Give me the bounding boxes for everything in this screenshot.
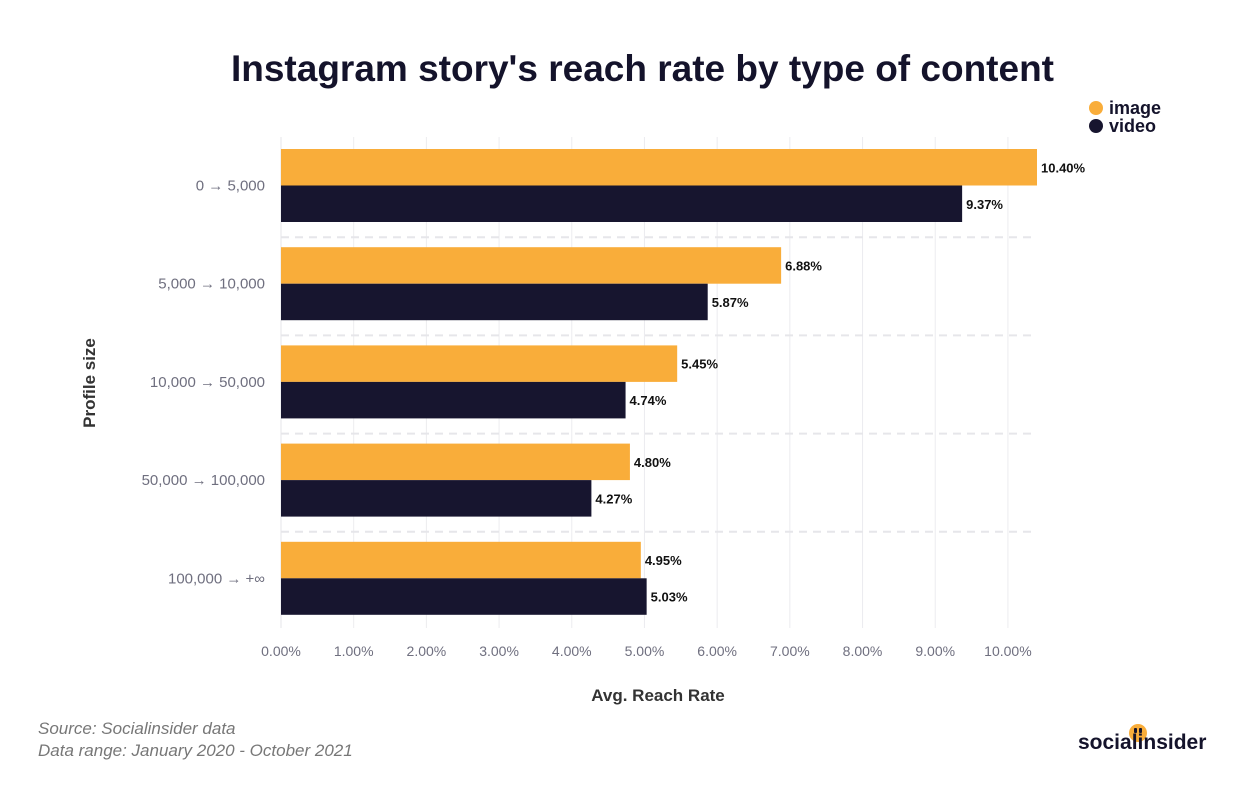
x-tick-labels: 0.00% 1.00% 2.00% 3.00% 4.00% 5.00% 6.00% 7.00%… xyxy=(261,643,1032,659)
bar-image xyxy=(281,247,782,284)
x-tick-label: 4.00% xyxy=(552,643,592,659)
data-label-image: 4.80% xyxy=(634,455,671,470)
x-tick-label: 10.00% xyxy=(984,643,1031,659)
data-label-image: 4.95% xyxy=(645,553,682,568)
data-label-video: 5.03% xyxy=(651,590,688,605)
x-axis-title: Avg. Reach Rate xyxy=(591,686,725,705)
x-tick-label: 6.00% xyxy=(697,643,737,659)
data-label-image: 10.40% xyxy=(1041,160,1086,175)
source-note: Source: Socialinsider data Data range: J… xyxy=(38,718,353,762)
bar-video xyxy=(281,381,626,419)
bar-video xyxy=(281,578,647,615)
brand-name: socialinsider xyxy=(1078,731,1207,754)
x-tick-label: 7.00% xyxy=(770,643,810,659)
bar-video xyxy=(281,283,708,321)
bar-image xyxy=(281,443,630,481)
x-tick-label: 0.00% xyxy=(261,643,301,659)
legend-label-video: video xyxy=(1109,116,1156,136)
data-label-image: 5.45% xyxy=(681,357,718,372)
data-range-text: Data range: January 2020 - October 2021 xyxy=(38,741,353,760)
brand-logo-icon xyxy=(1129,724,1147,742)
legend-swatch-image xyxy=(1089,101,1103,115)
bar-image xyxy=(281,149,1037,186)
bar-chart: 10.40% 9.37% 6.88% 5.87% 5.45% 4.74% 4.80% 4.27… xyxy=(80,98,1161,705)
category-label: 0 → 5,000 xyxy=(196,178,265,195)
bar-video xyxy=(281,185,963,222)
bar-image xyxy=(281,541,641,579)
legend-label-image: image xyxy=(1109,98,1161,118)
x-tick-label: 9.00% xyxy=(915,643,955,659)
x-tick-label: 3.00% xyxy=(479,643,519,659)
bar-image xyxy=(281,345,678,382)
source-text: Source: Socialinsider data xyxy=(38,719,236,738)
chart-title: Instagram story's reach rate by type of … xyxy=(230,48,1055,89)
legend-swatch-video xyxy=(1089,119,1103,133)
x-tick-label: 1.00% xyxy=(334,643,374,659)
data-label-image: 6.88% xyxy=(785,258,822,273)
category-labels: 0 → 5,000 5,000 → 10,000 10,000 → 50,000 50… xyxy=(142,178,266,588)
data-label-video: 9.37% xyxy=(966,197,1003,212)
category-label: 5,000 → 10,000 xyxy=(158,276,265,293)
data-label-video: 4.27% xyxy=(595,491,632,506)
x-tick-label: 8.00% xyxy=(843,643,883,659)
data-label-video: 5.87% xyxy=(712,295,749,310)
y-axis-title: Profile size xyxy=(80,338,99,428)
category-label: 100,000 → +∞ xyxy=(168,570,265,587)
category-label: 50,000 → 100,000 xyxy=(142,472,265,489)
category-label: 10,000 → 50,000 xyxy=(150,374,265,391)
x-tick-label: 5.00% xyxy=(625,643,665,659)
x-tick-label: 2.00% xyxy=(407,643,447,659)
data-label-video: 4.74% xyxy=(630,393,667,408)
bars: 10.40% 9.37% 6.88% 5.87% 5.45% 4.74% 4.80% 4.27… xyxy=(281,149,1086,615)
bar-video xyxy=(281,480,592,517)
